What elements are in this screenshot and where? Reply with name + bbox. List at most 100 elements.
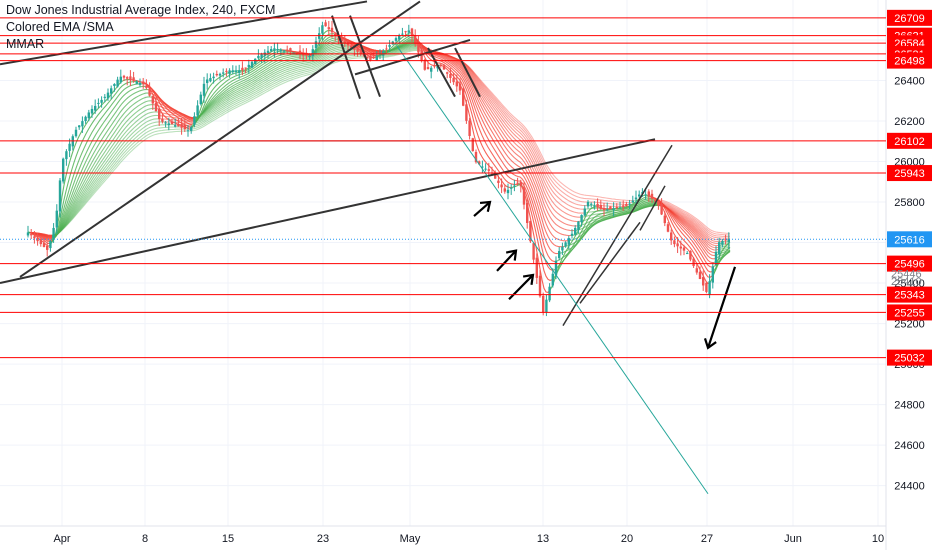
candle-body: [433, 65, 436, 67]
trend-line-channel: [19, 0, 421, 278]
candle-body: [705, 282, 708, 292]
candle-body: [87, 112, 90, 119]
candle-body: [660, 204, 663, 215]
candle-body: [529, 220, 532, 242]
candle-body: [407, 30, 410, 33]
candle-body: [100, 99, 103, 103]
candle-body: [206, 79, 209, 84]
candle-body: [369, 55, 372, 60]
candle-body: [513, 185, 516, 187]
candle-body: [122, 75, 126, 78]
candle-body: [337, 37, 340, 39]
ribbon-line: [193, 44, 348, 119]
candle-body: [81, 121, 84, 127]
candle-body: [484, 168, 487, 170]
candle-body: [609, 206, 612, 209]
ribbon-line: [193, 53, 305, 121]
x-tick-label: 20: [621, 533, 633, 545]
ribbon-line: [193, 50, 358, 123]
ma-ribbon: [27, 30, 731, 293]
ribbon-line: [51, 100, 152, 238]
candle-body: [97, 102, 100, 104]
candle-body: [628, 203, 631, 205]
ribbon-line: [417, 47, 589, 207]
candle-body: [33, 236, 36, 239]
candle-body: [622, 205, 625, 207]
arrow-up-2: [496, 249, 517, 272]
level-label-bg: [887, 52, 932, 69]
trend-line-flag-a: [331, 15, 361, 100]
candle-body: [398, 35, 401, 40]
candle-body: [113, 83, 116, 86]
trend-lines: [0, 0, 709, 495]
trend-line-support: [0, 138, 656, 285]
level-label: 25255: [894, 307, 925, 319]
arrow-down-head: [703, 338, 717, 350]
ribbon-line: [51, 88, 149, 240]
candle-body: [164, 122, 167, 124]
candle-body: [260, 54, 263, 59]
candle-body: [190, 127, 193, 131]
level-label: 26709: [894, 13, 925, 25]
x-tick-label: Apr: [53, 533, 70, 545]
candle-body: [452, 77, 455, 83]
candle-body: [522, 188, 526, 205]
candle-body: [583, 208, 586, 216]
candle-body: [132, 77, 135, 81]
x-tick-label: Jun: [784, 533, 802, 545]
candle-body: [116, 79, 119, 87]
ribbon-line: [583, 204, 661, 214]
candle-body: [321, 25, 324, 34]
candle-body: [145, 85, 148, 88]
y-tick-label: 26200: [894, 116, 925, 128]
ribbon-line: [417, 49, 634, 202]
ribbon-line: [659, 204, 719, 245]
candle-body: [494, 173, 497, 179]
candle-body: [282, 50, 286, 52]
candle-body: [593, 205, 596, 207]
ribbon-line: [659, 204, 722, 243]
candle-body: [548, 286, 551, 301]
ribbon-line: [29, 231, 52, 237]
candle-body: [58, 180, 62, 212]
candle-body: [55, 210, 58, 228]
candle-body: [151, 95, 154, 104]
candle-body: [455, 81, 458, 87]
candle-body: [666, 224, 670, 232]
candle-body: [679, 246, 682, 249]
candle-body: [183, 124, 186, 130]
ribbon-line: [549, 206, 599, 291]
candle-body: [148, 88, 151, 96]
candle-body: [570, 233, 574, 236]
candle-body: [286, 49, 289, 52]
x-tick-label: 13: [537, 533, 549, 545]
ribbon-line: [195, 43, 347, 118]
ribbon-line: [413, 38, 556, 262]
candle-body: [324, 22, 327, 27]
ribbon-line: [311, 40, 342, 56]
level-label: 26102: [894, 136, 925, 148]
level-label-bg: [887, 165, 932, 182]
candle-body: [247, 64, 250, 68]
candle-body: [330, 27, 334, 33]
candle-body: [138, 82, 142, 85]
ribbon-line: [157, 114, 195, 122]
candle-body: [215, 73, 218, 76]
ribbon-line: [51, 114, 159, 237]
candle-body: [46, 245, 49, 250]
ribbon-line: [521, 185, 553, 281]
candle-body: [638, 194, 641, 197]
ribbon-line: [626, 202, 659, 207]
ribbon-line: [614, 203, 658, 210]
candle-body: [503, 188, 506, 192]
ribbon-line: [657, 201, 730, 238]
candle-body: [180, 124, 183, 128]
ribbon-line: [655, 200, 731, 236]
ribbon-line: [581, 204, 661, 218]
candle-body: [222, 72, 225, 74]
x-tick-label: 23: [317, 533, 329, 545]
candle-body: [500, 184, 503, 188]
candle-body: [670, 232, 673, 241]
candle-body: [650, 193, 654, 199]
candle-body: [474, 151, 478, 163]
